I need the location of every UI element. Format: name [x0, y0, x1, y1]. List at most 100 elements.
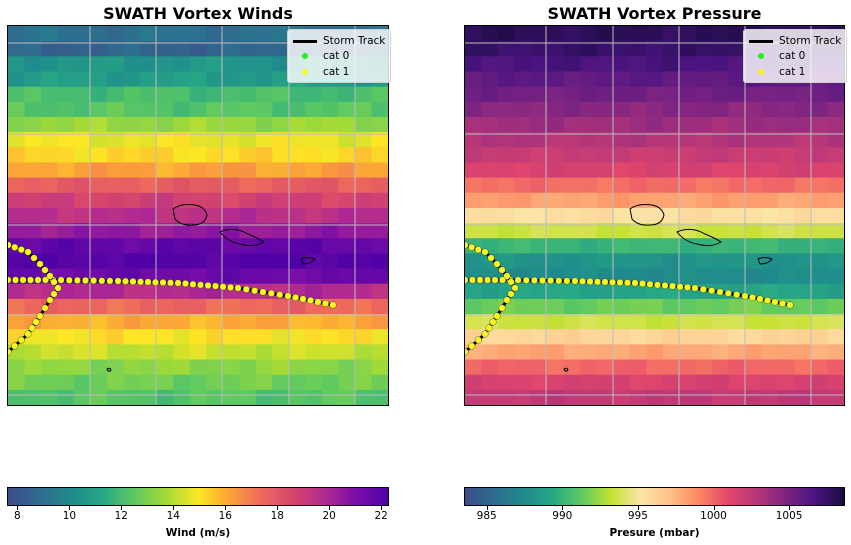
heatmap-cell: [613, 253, 631, 270]
heatmap-cell: [761, 283, 779, 300]
track-point-cat1: [489, 318, 497, 326]
heatmap-cell: [173, 238, 191, 254]
heatmap-cell: [272, 192, 290, 209]
heatmap-cell: [189, 344, 207, 361]
heatmap-cell: [695, 116, 713, 133]
heatmap-cell: [563, 374, 581, 391]
heatmap-cell: [354, 389, 373, 405]
heatmap-cell: [173, 86, 191, 103]
heatmap-cell: [206, 41, 224, 57]
track-point-cat1: [267, 289, 275, 297]
heatmap-cell: [514, 238, 532, 254]
heatmap-cell: [206, 26, 224, 42]
heatmap-cell: [321, 329, 340, 345]
heatmap-cell: [41, 162, 59, 179]
heatmap-cell: [338, 314, 356, 330]
heatmap-cell: [728, 147, 746, 164]
heatmap-cell: [465, 374, 483, 391]
heatmap-cell: [123, 329, 141, 345]
heatmap-cell: [222, 86, 240, 103]
winds-colorbar: [7, 487, 389, 506]
heatmap-cell: [679, 86, 697, 103]
heatmap-cell: [305, 162, 323, 179]
heatmap-cell: [206, 344, 224, 361]
heatmap-cell: [646, 101, 664, 118]
heatmap-cell: [90, 147, 108, 164]
heatmap-cell: [321, 268, 340, 285]
heatmap-cell: [629, 238, 647, 254]
heatmap-cell: [189, 359, 207, 376]
heatmap-cell: [547, 238, 565, 254]
track-point-cat1: [11, 276, 19, 284]
heatmap-cell: [272, 253, 290, 270]
heatmap-cell: [563, 253, 581, 270]
heatmap-cell: [811, 238, 829, 254]
heatmap-cell: [811, 207, 829, 224]
heatmap-cell: [497, 329, 516, 345]
heatmap-cell: [8, 71, 26, 88]
track-point-cat1: [578, 277, 586, 285]
heatmap-cell: [272, 344, 290, 361]
heatmap-cell: [239, 314, 257, 330]
heatmap-cell: [354, 314, 373, 330]
heatmap-cell: [255, 253, 273, 270]
colorbar-tick-mark: [713, 506, 715, 510]
heatmap-cell: [629, 207, 647, 224]
heatmap-cell: [371, 101, 388, 118]
heatmap-cell: [255, 26, 273, 42]
heatmap-cell: [57, 298, 75, 315]
heatmap-cell: [497, 71, 516, 88]
heatmap-cell: [646, 359, 664, 376]
heatmap-cell: [563, 389, 581, 405]
heatmap-cell: [206, 86, 224, 103]
heatmap-cell: [778, 101, 796, 118]
heatmap-cell: [514, 298, 532, 315]
track-point-cat1: [764, 297, 772, 305]
heatmap-cell: [140, 223, 158, 239]
heatmap-cell: [305, 101, 323, 118]
track-point-cat1: [708, 287, 716, 295]
track-point-cat1: [468, 342, 476, 350]
heatmap-cell: [74, 116, 92, 133]
heatmap-cell: [189, 374, 207, 391]
heatmap-cell: [712, 192, 730, 209]
heatmap-cell: [481, 223, 499, 239]
heatmap-cell: [745, 329, 763, 345]
heatmap-cell: [255, 162, 273, 179]
heatmap-cell: [57, 116, 75, 133]
heatmap-cell: [354, 283, 373, 300]
heatmap-cell: [629, 177, 647, 194]
heatmap-cell: [272, 359, 290, 376]
heatmap-cell: [530, 238, 548, 254]
heatmap-cell: [123, 86, 141, 103]
heatmap-cell: [811, 192, 829, 209]
heatmap-cell: [563, 223, 581, 239]
track-point-cat1: [32, 318, 40, 326]
heatmap-cell: [745, 253, 763, 270]
island-outline: [300, 257, 316, 265]
heatmap-cell: [189, 207, 207, 224]
heatmap-cell: [222, 26, 240, 42]
heatmap-cell: [761, 177, 779, 194]
heatmap-cell: [24, 86, 42, 103]
heatmap-cell: [41, 389, 59, 405]
heatmap-cell: [57, 359, 75, 376]
heatmap-cell: [189, 147, 207, 164]
heatmap-cell: [514, 101, 532, 118]
colorbar-tick-mark: [329, 506, 331, 510]
heatmap-cell: [371, 253, 388, 270]
heatmap-cell: [547, 26, 565, 42]
heatmap-cell: [629, 132, 647, 148]
heatmap-cell: [811, 116, 829, 133]
heatmap-cell: [371, 329, 388, 345]
heatmap-cell: [530, 86, 548, 103]
track-point-cat1: [507, 278, 515, 286]
heatmap-cell: [514, 132, 532, 148]
heatmap-cell: [140, 344, 158, 361]
heatmap-cell: [580, 283, 598, 300]
colorbar-tick-mark: [562, 506, 564, 510]
heatmap-cell: [107, 162, 125, 179]
heatmap-cell: [272, 374, 290, 391]
heatmap-cell: [41, 86, 59, 103]
heatmap-cell: [613, 359, 631, 376]
